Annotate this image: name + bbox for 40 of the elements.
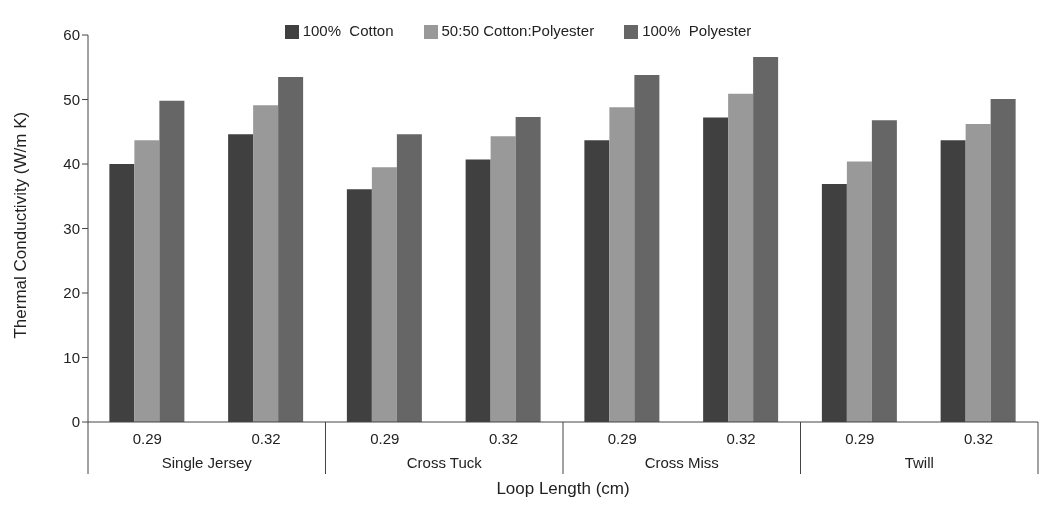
bar bbox=[278, 76, 304, 422]
text: Cross Miss bbox=[644, 454, 719, 471]
bar bbox=[253, 105, 279, 422]
bar bbox=[609, 107, 635, 422]
x-axis-title: Loop Length (cm) bbox=[496, 479, 630, 498]
x-tick-label: 0.29 bbox=[607, 430, 637, 447]
y-axis-title: Thermal Conductivity (W/m K) bbox=[11, 111, 31, 339]
bar bbox=[159, 100, 185, 422]
legend-label: 100% Polyester bbox=[642, 22, 752, 39]
y-tick-label: 60 bbox=[63, 26, 80, 44]
text: Cross Tuck bbox=[406, 454, 483, 471]
bar bbox=[990, 98, 1016, 422]
bar bbox=[634, 75, 660, 422]
legend-label: 50:50 Cotton:Polyester bbox=[441, 22, 595, 39]
y-tick-label: 20 bbox=[63, 284, 80, 302]
x-tick-label: 0.32 bbox=[251, 430, 281, 447]
bar bbox=[371, 167, 397, 422]
x-tick-label: 0.32 bbox=[964, 430, 994, 447]
x-tick-label: 0.32 bbox=[726, 430, 756, 447]
y-tick-label: 0 bbox=[71, 413, 80, 431]
x-tick-label: 0.29 bbox=[845, 430, 875, 447]
y-tick-label: 30 bbox=[63, 219, 80, 237]
x-tick-label: 0.29 bbox=[132, 430, 162, 447]
bar bbox=[134, 140, 160, 422]
text: Single Jersey bbox=[161, 454, 253, 471]
y-tick-label: 40 bbox=[63, 155, 80, 173]
text: Twill bbox=[904, 454, 934, 471]
y-tick-label: 50 bbox=[63, 90, 80, 108]
bar bbox=[728, 93, 754, 422]
bar bbox=[396, 134, 422, 422]
y-tick-label: 10 bbox=[63, 348, 80, 366]
bar bbox=[515, 116, 541, 422]
x-tick-label: 0.29 bbox=[370, 430, 400, 447]
bar bbox=[846, 161, 872, 422]
x-tick-label: 0.32 bbox=[489, 430, 519, 447]
bar bbox=[490, 136, 516, 422]
bar bbox=[871, 120, 897, 422]
bar bbox=[965, 124, 991, 422]
legend-label: 100% Cotton bbox=[302, 22, 394, 39]
bar bbox=[753, 56, 779, 422]
